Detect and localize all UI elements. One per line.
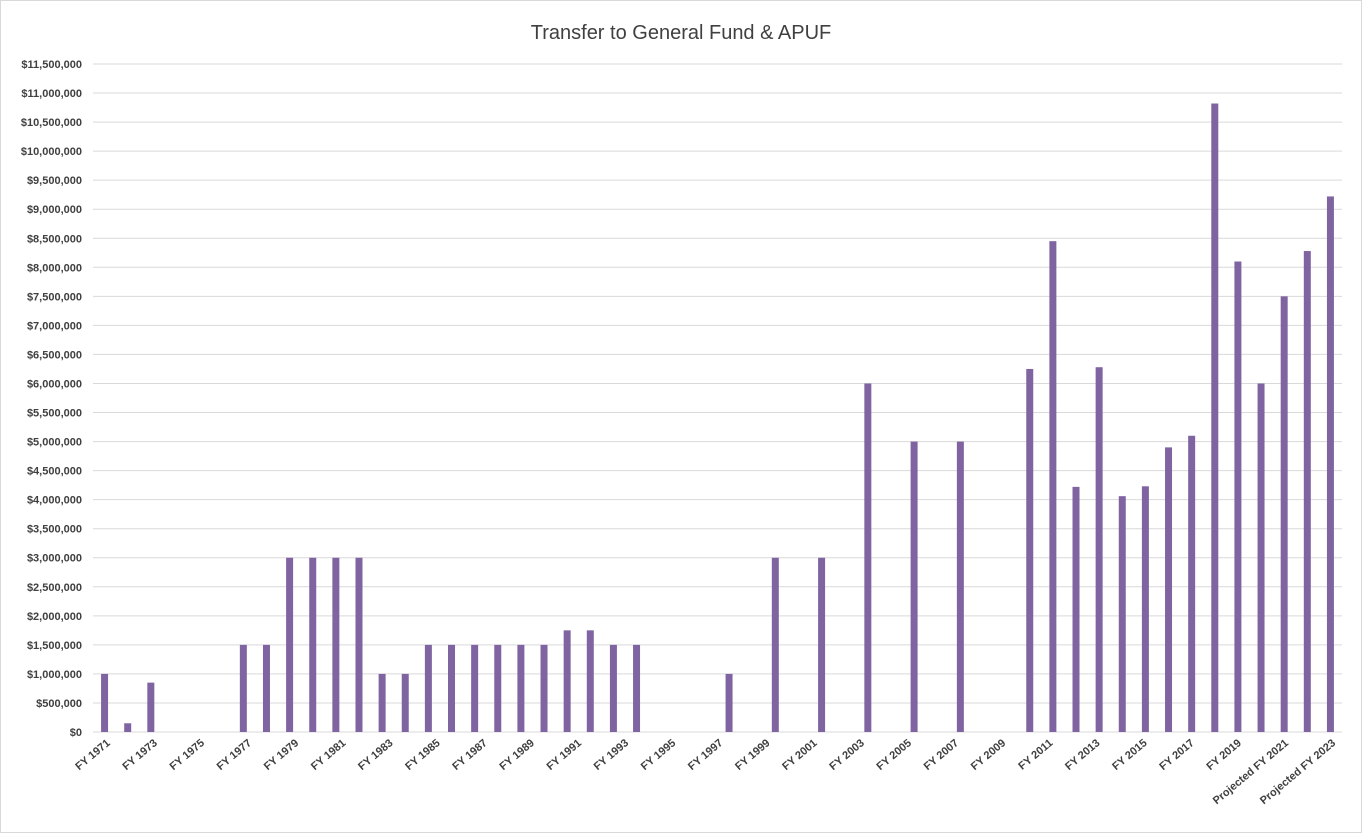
x-tick-label: FY 1973	[120, 737, 159, 773]
x-tick-label: FY 1977	[215, 737, 254, 773]
x-tick-label: FY 1987	[450, 737, 489, 773]
bar	[517, 644, 525, 732]
bar	[956, 441, 964, 732]
y-tick-label: $7,000,000	[27, 320, 82, 332]
y-tick-label: $4,000,000	[27, 495, 82, 507]
x-tick-label: FY 1999	[733, 737, 772, 773]
chart-title: Transfer to General Fund & APUF	[530, 22, 832, 44]
y-tick-label: $2,000,000	[27, 611, 82, 623]
y-tick-label: $9,500,000	[27, 175, 82, 187]
x-tick-label: FY 1989	[497, 737, 536, 773]
x-tick-label: FY 2009	[969, 737, 1008, 773]
y-tick-label: $3,500,000	[27, 524, 82, 536]
y-tick-label: $0	[70, 727, 82, 739]
bar	[725, 673, 733, 732]
x-tick-label: FY 1971	[73, 737, 112, 773]
bar	[818, 557, 826, 732]
x-tick-label: FY 2013	[1063, 737, 1102, 773]
bar	[401, 673, 409, 732]
bar	[771, 557, 779, 732]
bar	[1188, 435, 1196, 732]
y-tick-label: $500,000	[36, 698, 82, 710]
bar	[864, 383, 872, 732]
bar	[378, 673, 386, 732]
x-tick-label: FY 2017	[1157, 737, 1196, 773]
y-tick-label: $6,500,000	[27, 349, 82, 361]
bar	[1280, 296, 1288, 732]
x-tick-label: FY 1993	[592, 737, 631, 773]
y-tick-label: $10,000,000	[21, 146, 82, 158]
x-tick-label: FY 1983	[356, 737, 395, 773]
bar	[1234, 261, 1242, 732]
y-tick-label: $7,500,000	[27, 291, 82, 303]
bar	[1165, 447, 1173, 732]
bar	[309, 557, 317, 732]
bar	[586, 630, 594, 732]
bar	[1257, 383, 1265, 732]
bar	[1211, 103, 1219, 732]
x-tick-label: FY 2019	[1204, 737, 1243, 773]
bar	[494, 644, 502, 732]
bar	[1326, 196, 1334, 733]
bar	[563, 630, 571, 732]
bar	[424, 644, 432, 732]
bar	[332, 557, 340, 732]
x-tick-label: FY 2015	[1110, 737, 1149, 773]
y-tick-label: $1,500,000	[27, 640, 82, 652]
bar	[471, 644, 479, 732]
x-tick-label: FY 1995	[639, 737, 678, 773]
x-tick-label: FY 1979	[262, 737, 301, 773]
bar	[540, 644, 548, 732]
bar	[1049, 241, 1057, 732]
bar	[101, 673, 109, 732]
y-tick-label: $2,500,000	[27, 582, 82, 594]
bar	[147, 682, 155, 732]
bar	[633, 644, 641, 732]
bar	[1026, 368, 1034, 732]
x-tick-label: FY 2003	[827, 737, 866, 773]
y-tick-label: $8,000,000	[27, 262, 82, 274]
y-tick-label: $10,500,000	[21, 117, 82, 129]
bar	[286, 557, 294, 732]
y-tick-label: $1,000,000	[27, 669, 82, 681]
bar	[1118, 496, 1126, 732]
x-tick-label: FY 1981	[309, 737, 348, 773]
y-tick-label: $5,500,000	[27, 408, 82, 420]
bar	[355, 557, 363, 732]
y-tick-label: $6,000,000	[27, 378, 82, 390]
x-tick-label: FY 1997	[686, 737, 725, 773]
x-tick-label: FY 2001	[780, 737, 819, 773]
bar	[1095, 367, 1103, 732]
y-tick-label: $9,000,000	[27, 204, 82, 216]
x-tick-label: FY 1991	[545, 737, 584, 773]
bar	[239, 644, 247, 732]
bar	[1072, 486, 1080, 732]
x-tick-label: FY 2011	[1016, 737, 1055, 772]
y-tick-label: $5,000,000	[27, 437, 82, 449]
y-tick-label: $3,000,000	[27, 553, 82, 565]
x-tick-label: FY 2005	[875, 737, 914, 773]
bar	[262, 644, 270, 732]
bar	[124, 723, 132, 732]
bar	[1303, 251, 1311, 733]
bar	[1141, 486, 1149, 732]
bar	[910, 441, 918, 732]
x-tick-label: FY 2007	[922, 737, 961, 773]
y-tick-label: $11,000,000	[21, 88, 82, 100]
x-tick-label: FY 1985	[403, 737, 442, 773]
y-tick-label: $4,500,000	[27, 466, 82, 478]
bar	[609, 644, 617, 732]
y-tick-label: $11,500,000	[21, 59, 82, 71]
bar	[448, 644, 456, 732]
y-tick-label: $8,500,000	[27, 233, 82, 245]
x-tick-label: FY 1975	[168, 737, 207, 773]
